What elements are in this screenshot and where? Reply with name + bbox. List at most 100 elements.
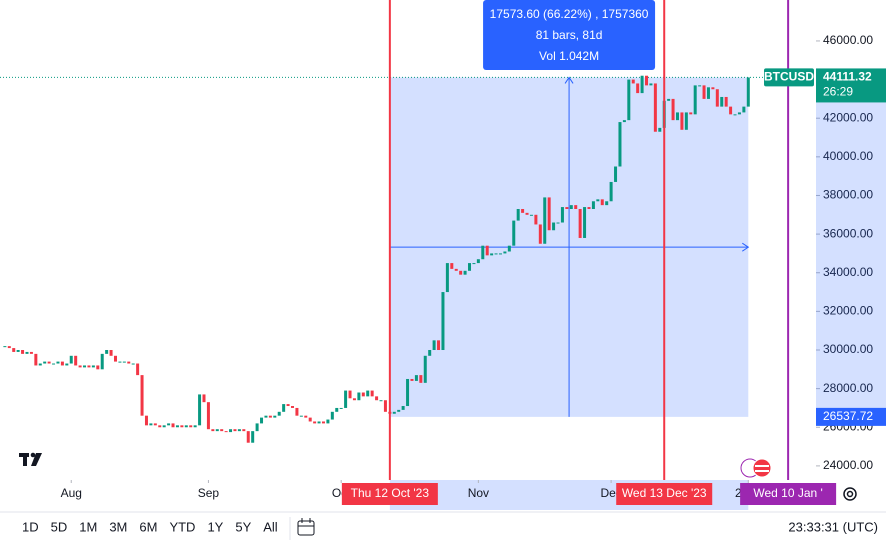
candle xyxy=(282,404,286,412)
candle xyxy=(605,201,609,206)
range-button[interactable]: 5D xyxy=(51,519,68,534)
candle xyxy=(702,85,706,99)
marker-label-bg xyxy=(341,483,438,505)
candle xyxy=(450,263,454,269)
candle xyxy=(78,365,82,368)
measure-tooltip-line: 81 bars, 81d xyxy=(536,28,603,42)
symbol-tag: BTCUSD xyxy=(764,70,814,84)
candle xyxy=(136,363,140,376)
candle xyxy=(100,353,104,370)
candle xyxy=(596,199,600,202)
candle xyxy=(565,207,569,209)
candle xyxy=(746,77,750,107)
candle xyxy=(512,220,516,246)
candle xyxy=(649,83,653,86)
range-low-label: 26537.72 xyxy=(823,409,873,423)
candle xyxy=(419,375,423,383)
y-tick-label: 28000.00 xyxy=(823,381,873,395)
candle xyxy=(481,245,485,260)
candle xyxy=(69,355,73,364)
candle xyxy=(397,409,401,412)
candle xyxy=(600,199,604,206)
y-tick-label: 46000.00 xyxy=(823,33,873,47)
candle xyxy=(468,263,472,271)
range-button[interactable]: 1M xyxy=(79,519,97,534)
candle xyxy=(140,375,144,416)
candle xyxy=(724,96,728,107)
x-tick-label: Nov xyxy=(468,486,489,500)
candle xyxy=(485,245,489,256)
candle xyxy=(645,75,649,86)
calendar-icon[interactable] xyxy=(297,518,315,536)
range-button[interactable]: 5Y xyxy=(235,519,251,534)
range-button[interactable]: All xyxy=(263,519,278,534)
measure-tooltip-line: Vol 1.042M xyxy=(539,49,599,63)
candle xyxy=(556,222,560,224)
candle xyxy=(60,361,64,366)
y-tick-label: 24000.00 xyxy=(823,458,873,472)
candle xyxy=(379,400,383,402)
candle xyxy=(627,79,631,121)
candle xyxy=(29,351,33,354)
candle xyxy=(344,390,348,408)
candle xyxy=(246,431,250,443)
x-tick-label: Sep xyxy=(198,486,220,500)
candle xyxy=(189,425,193,428)
marker-label: Wed 10 Jan ' xyxy=(753,486,822,500)
candle xyxy=(706,87,710,99)
candle xyxy=(237,429,241,432)
range-button[interactable]: 6M xyxy=(139,519,157,534)
candle xyxy=(206,402,210,430)
candle xyxy=(330,411,334,420)
settings-icon[interactable] xyxy=(843,487,857,501)
candle xyxy=(220,429,224,432)
candle xyxy=(618,122,622,167)
candle xyxy=(3,346,7,348)
candle xyxy=(552,222,556,231)
candle xyxy=(640,75,644,94)
candle xyxy=(423,355,427,383)
range-button[interactable]: 1D xyxy=(22,519,39,534)
candle xyxy=(689,112,693,115)
candle xyxy=(264,415,268,418)
candle xyxy=(339,407,343,409)
candle xyxy=(158,425,162,428)
candle xyxy=(171,423,175,428)
x-tick-label: Aug xyxy=(61,486,82,500)
candle xyxy=(215,429,219,432)
candle xyxy=(370,390,374,397)
candle xyxy=(414,375,418,381)
candle xyxy=(410,378,414,381)
candle xyxy=(711,87,715,90)
tv-logo xyxy=(19,452,42,466)
countdown: 26:29 xyxy=(823,85,853,99)
candle xyxy=(348,390,352,399)
candle xyxy=(149,423,153,426)
candle xyxy=(34,353,38,366)
candle xyxy=(335,407,339,412)
candle xyxy=(25,351,29,354)
candle xyxy=(313,421,317,424)
range-button[interactable]: 1Y xyxy=(207,519,223,534)
candle xyxy=(490,253,494,256)
candle xyxy=(733,114,737,116)
range-button[interactable]: 3M xyxy=(109,519,127,534)
candle xyxy=(574,205,578,209)
candle xyxy=(631,79,635,84)
y-tick-label: 40000.00 xyxy=(823,149,873,163)
range-low-tag-bg xyxy=(816,407,886,426)
candle xyxy=(242,429,246,432)
candle xyxy=(74,355,78,366)
candle xyxy=(401,406,405,410)
candle xyxy=(127,361,131,364)
range-button[interactable]: YTD xyxy=(169,519,195,534)
candle xyxy=(441,292,445,351)
candle xyxy=(273,415,277,418)
marker-label: Wed 13 Dec '23 xyxy=(622,486,707,500)
candle xyxy=(547,197,551,231)
candle xyxy=(52,363,56,365)
candle xyxy=(693,85,697,115)
flag-icon[interactable] xyxy=(740,458,772,478)
candle xyxy=(211,429,215,432)
candle xyxy=(525,212,529,215)
